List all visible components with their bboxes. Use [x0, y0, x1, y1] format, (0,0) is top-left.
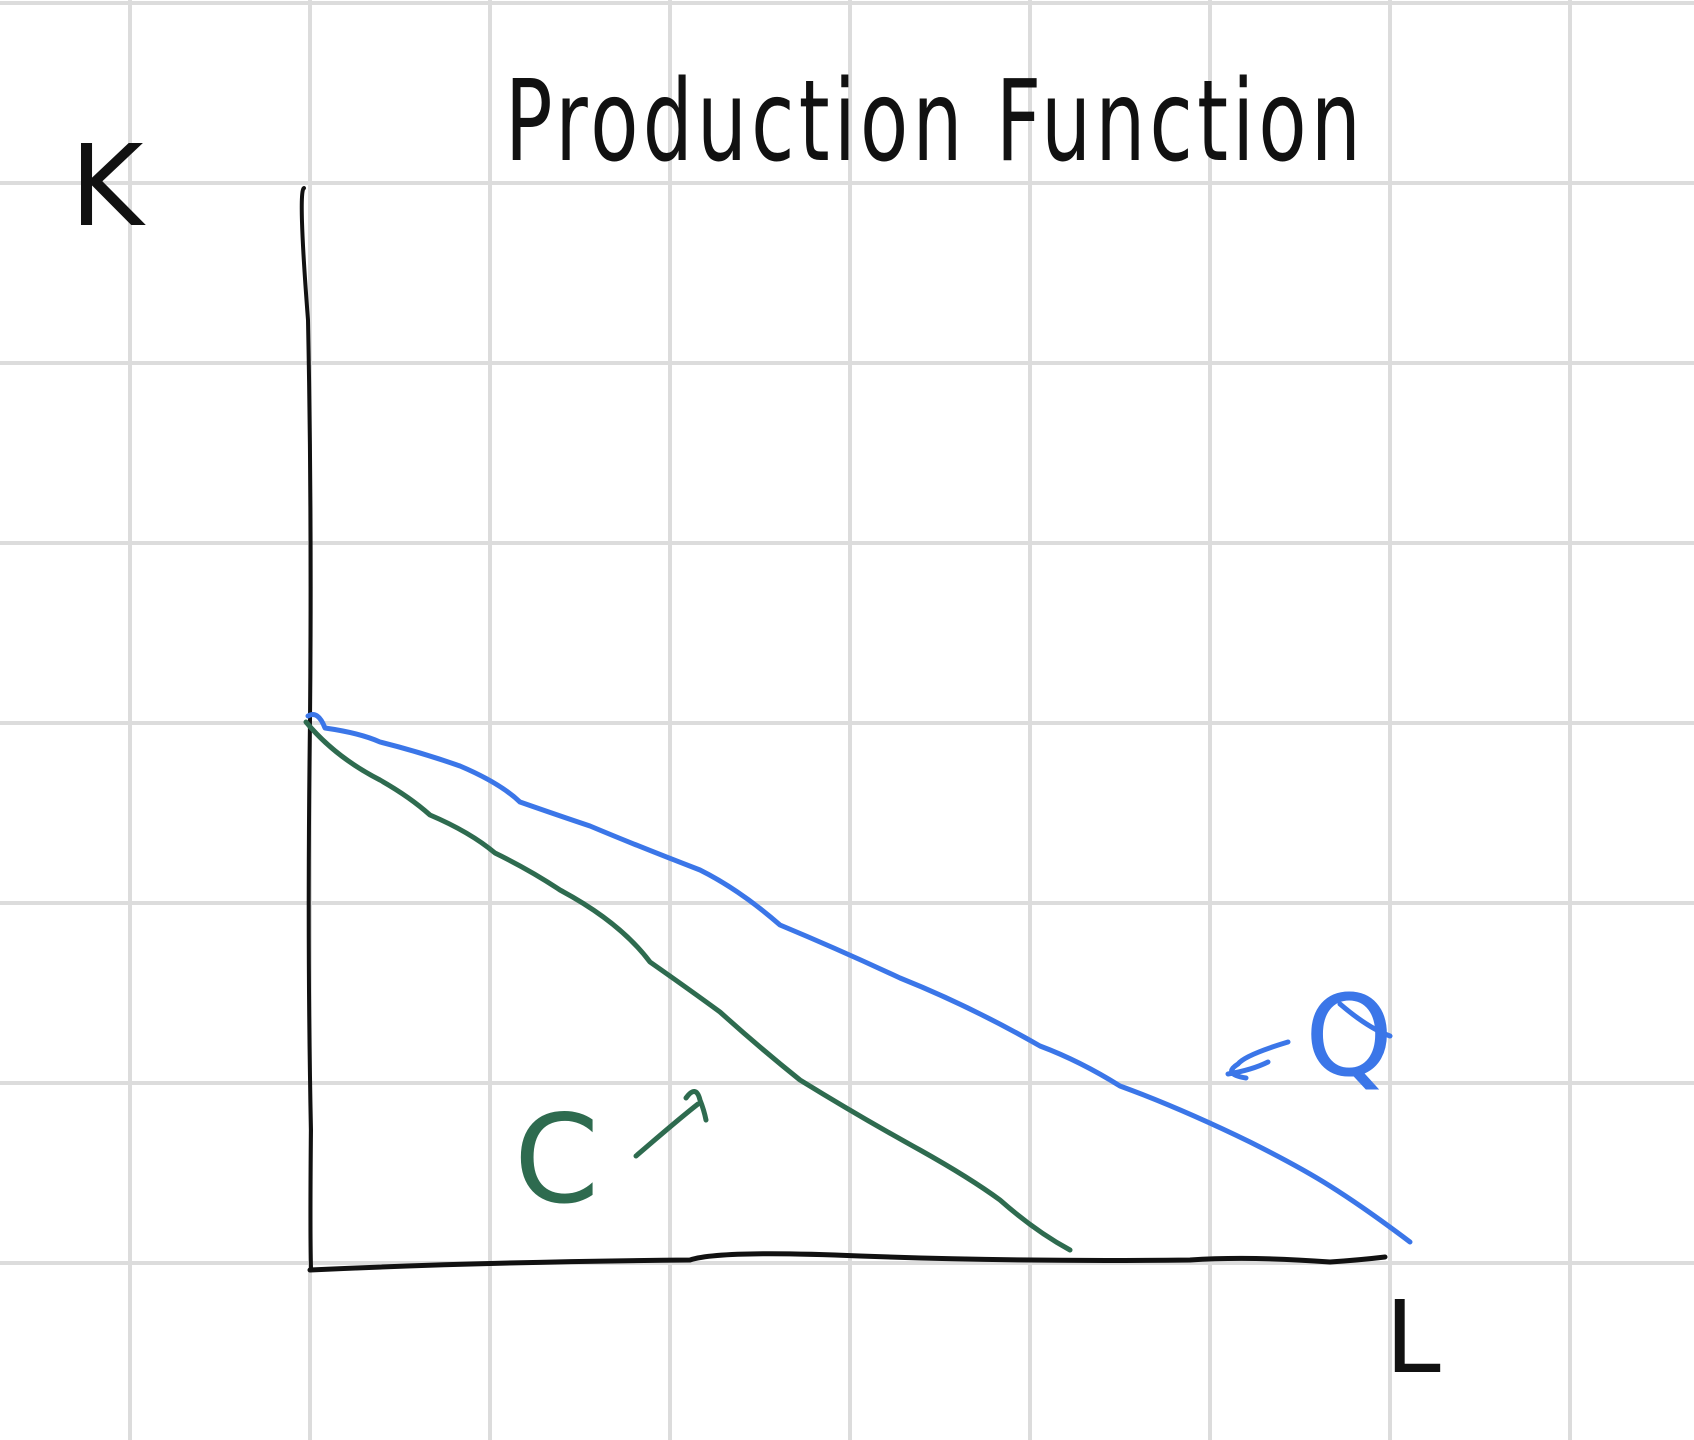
x-axis-label: L [1385, 1279, 1441, 1396]
y-axis-label: K [70, 122, 146, 252]
c-curve-label: C [514, 1089, 599, 1231]
axes [299, 186, 1388, 1273]
q-curve-label: Q [1305, 972, 1393, 1102]
grid-vertical-lines [128, 0, 1572, 1440]
q-curve [305, 712, 1413, 1245]
c-curve [303, 719, 1073, 1253]
grid-horizontal-lines [0, 1, 1694, 1265]
q-annotation: Q [1225, 972, 1393, 1102]
q-pointer-arrow-icon [1225, 1001, 1393, 1081]
chart-title: Production Function [505, 57, 1365, 187]
c-pointer-arrow-icon [633, 1089, 709, 1159]
c-annotation: C [514, 1089, 709, 1231]
x-axis-line [307, 1251, 1388, 1273]
y-axis-line [299, 186, 313, 1270]
